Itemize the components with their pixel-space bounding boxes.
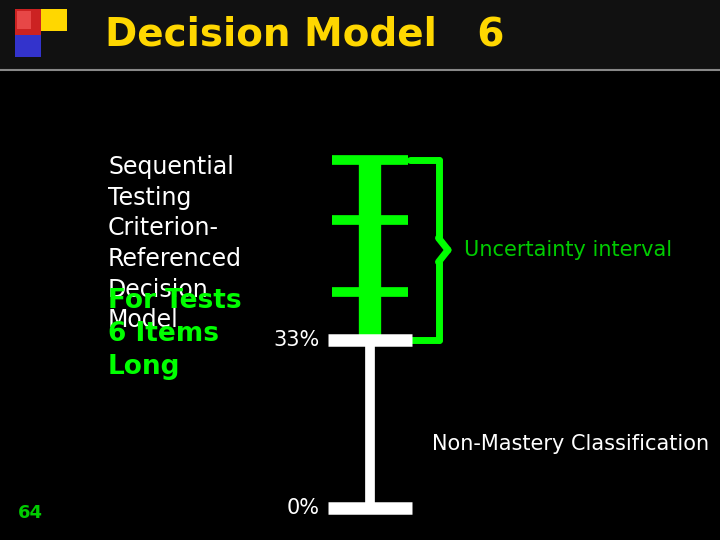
Text: 0%: 0%: [287, 498, 320, 518]
Bar: [15, 35, 41, 57]
Text: Decision Model   6: Decision Model 6: [105, 15, 505, 53]
Text: Sequential
Testing
Criterion-
Referenced
Decision
Model: Sequential Testing Criterion- Referenced…: [108, 155, 242, 332]
Text: 64: 64: [18, 504, 43, 522]
Bar: [15, 9, 41, 35]
Text: 33%: 33%: [274, 330, 320, 350]
Bar: [41, 9, 67, 31]
Text: Uncertainty interval: Uncertainty interval: [464, 240, 672, 260]
Bar: [17, 11, 31, 29]
Text: Non-Mastery Classification: Non-Mastery Classification: [432, 434, 709, 454]
Text: For Tests
6 Items
Long: For Tests 6 Items Long: [108, 288, 242, 380]
Bar: [0, 0, 720, 70]
